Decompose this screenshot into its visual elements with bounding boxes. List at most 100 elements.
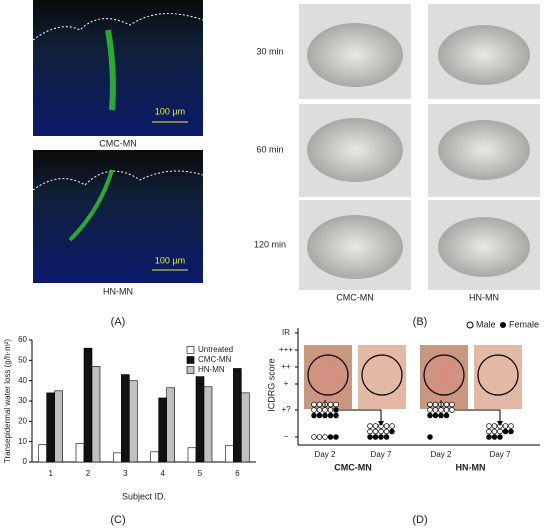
subject-dot bbox=[383, 423, 390, 429]
subject-dot bbox=[367, 423, 373, 429]
x-tick-label: 5 bbox=[198, 469, 203, 478]
subject-dot bbox=[486, 428, 492, 435]
subject-dot bbox=[432, 412, 439, 419]
legend-label: CMC-MN bbox=[198, 355, 232, 364]
arrow-head bbox=[497, 421, 503, 426]
legend-swatch bbox=[186, 356, 195, 364]
bar bbox=[203, 386, 213, 463]
bar bbox=[38, 444, 47, 463]
subject-dot bbox=[327, 401, 334, 408]
subject-dot bbox=[372, 423, 379, 429]
subject-dot bbox=[378, 434, 384, 440]
subject-dot bbox=[322, 434, 328, 440]
subject-dot bbox=[367, 428, 373, 435]
legend-marker bbox=[500, 322, 506, 328]
subject-dot bbox=[491, 434, 498, 440]
subject-dot bbox=[449, 401, 455, 408]
bar bbox=[54, 390, 63, 463]
y-axis-label: ICDRG score bbox=[266, 358, 276, 412]
bar bbox=[46, 392, 55, 463]
caption: HN-MN bbox=[103, 286, 133, 296]
subject-dot bbox=[311, 434, 317, 440]
column-label: CMC-MN bbox=[336, 292, 374, 302]
bar bbox=[113, 452, 122, 463]
subject-dot bbox=[327, 407, 334, 413]
bar bbox=[91, 366, 101, 463]
y-tick-label: IR bbox=[282, 328, 290, 337]
subject-dot bbox=[491, 423, 498, 429]
legend-swatch bbox=[186, 346, 195, 354]
subject-dot bbox=[497, 428, 503, 435]
subject-dot bbox=[427, 407, 433, 413]
subject-dot bbox=[432, 401, 439, 408]
subject-dot bbox=[372, 428, 379, 435]
subject-dot bbox=[322, 407, 328, 413]
subject-dot bbox=[333, 407, 339, 413]
y-tick-label: − bbox=[284, 432, 289, 441]
subject-dot bbox=[372, 434, 379, 440]
panel-label: (A) bbox=[111, 316, 126, 328]
group-label: HN-MN bbox=[456, 462, 486, 472]
y-tick-label: 60 bbox=[18, 335, 27, 344]
subject-dot bbox=[438, 407, 444, 413]
y-tick-label: 0 bbox=[23, 457, 28, 466]
y-tick-label: +? bbox=[281, 405, 291, 414]
subject-dot bbox=[333, 401, 339, 408]
group-label: CMC-MN bbox=[334, 462, 372, 472]
day-label: Day 2 bbox=[315, 450, 336, 459]
subject-dot bbox=[491, 428, 498, 435]
subject-dot bbox=[327, 434, 334, 440]
panel-label: (C) bbox=[110, 514, 125, 526]
subject-dot bbox=[486, 423, 492, 429]
subject-dot bbox=[378, 428, 384, 435]
subject-dot bbox=[486, 434, 492, 440]
subject-dot bbox=[508, 428, 514, 435]
subject-dot bbox=[449, 407, 455, 413]
x-tick-label: 3 bbox=[123, 469, 128, 478]
x-tick-label: 1 bbox=[48, 469, 53, 478]
subject-dot bbox=[438, 412, 444, 419]
row-label: 60 min bbox=[256, 144, 283, 154]
bar bbox=[83, 347, 93, 463]
subject-dot bbox=[311, 412, 317, 419]
panel-d-photos bbox=[304, 345, 522, 409]
bar bbox=[166, 387, 175, 463]
legend-marker bbox=[466, 321, 474, 329]
subject-dot bbox=[427, 401, 433, 408]
bar bbox=[75, 443, 85, 463]
x-axis-label: Subject ID. bbox=[122, 491, 166, 501]
subject-dot bbox=[316, 401, 323, 408]
subject-dot bbox=[389, 423, 395, 429]
legend-label: Male bbox=[476, 319, 496, 329]
arrow bbox=[339, 409, 382, 425]
subject-dot bbox=[427, 434, 433, 440]
y-tick-label: ++ bbox=[281, 362, 291, 371]
x-tick-label: 6 bbox=[235, 469, 240, 478]
day-label: Day 2 bbox=[431, 450, 452, 459]
caption: CMC-MN bbox=[99, 138, 137, 148]
day-label: Day 7 bbox=[490, 450, 511, 459]
y-axis-label: Transepidermal water loss (g/h·m²) bbox=[3, 339, 12, 464]
subject-dot bbox=[443, 401, 450, 408]
y-tick-label: +++ bbox=[279, 345, 293, 354]
legend-label: Female bbox=[509, 319, 539, 329]
arrow-head bbox=[378, 421, 384, 426]
y-tick-label: 10 bbox=[18, 437, 27, 446]
row-label: 120 min bbox=[254, 239, 286, 249]
subject-dot bbox=[327, 412, 334, 419]
bar bbox=[233, 368, 242, 463]
subject-dot bbox=[316, 407, 323, 413]
subject-dot bbox=[497, 434, 503, 440]
legend-label: HN-MN bbox=[198, 365, 225, 374]
subject-dot bbox=[333, 412, 339, 419]
subject-dot bbox=[367, 434, 373, 440]
subject-dot bbox=[508, 423, 514, 429]
bar bbox=[187, 447, 197, 463]
subject-dot bbox=[389, 428, 395, 435]
subject-dot bbox=[427, 412, 433, 419]
bar bbox=[150, 451, 159, 463]
panel-a-images bbox=[32, 0, 204, 283]
x-tick-label: 4 bbox=[160, 469, 165, 478]
bar bbox=[241, 392, 250, 463]
